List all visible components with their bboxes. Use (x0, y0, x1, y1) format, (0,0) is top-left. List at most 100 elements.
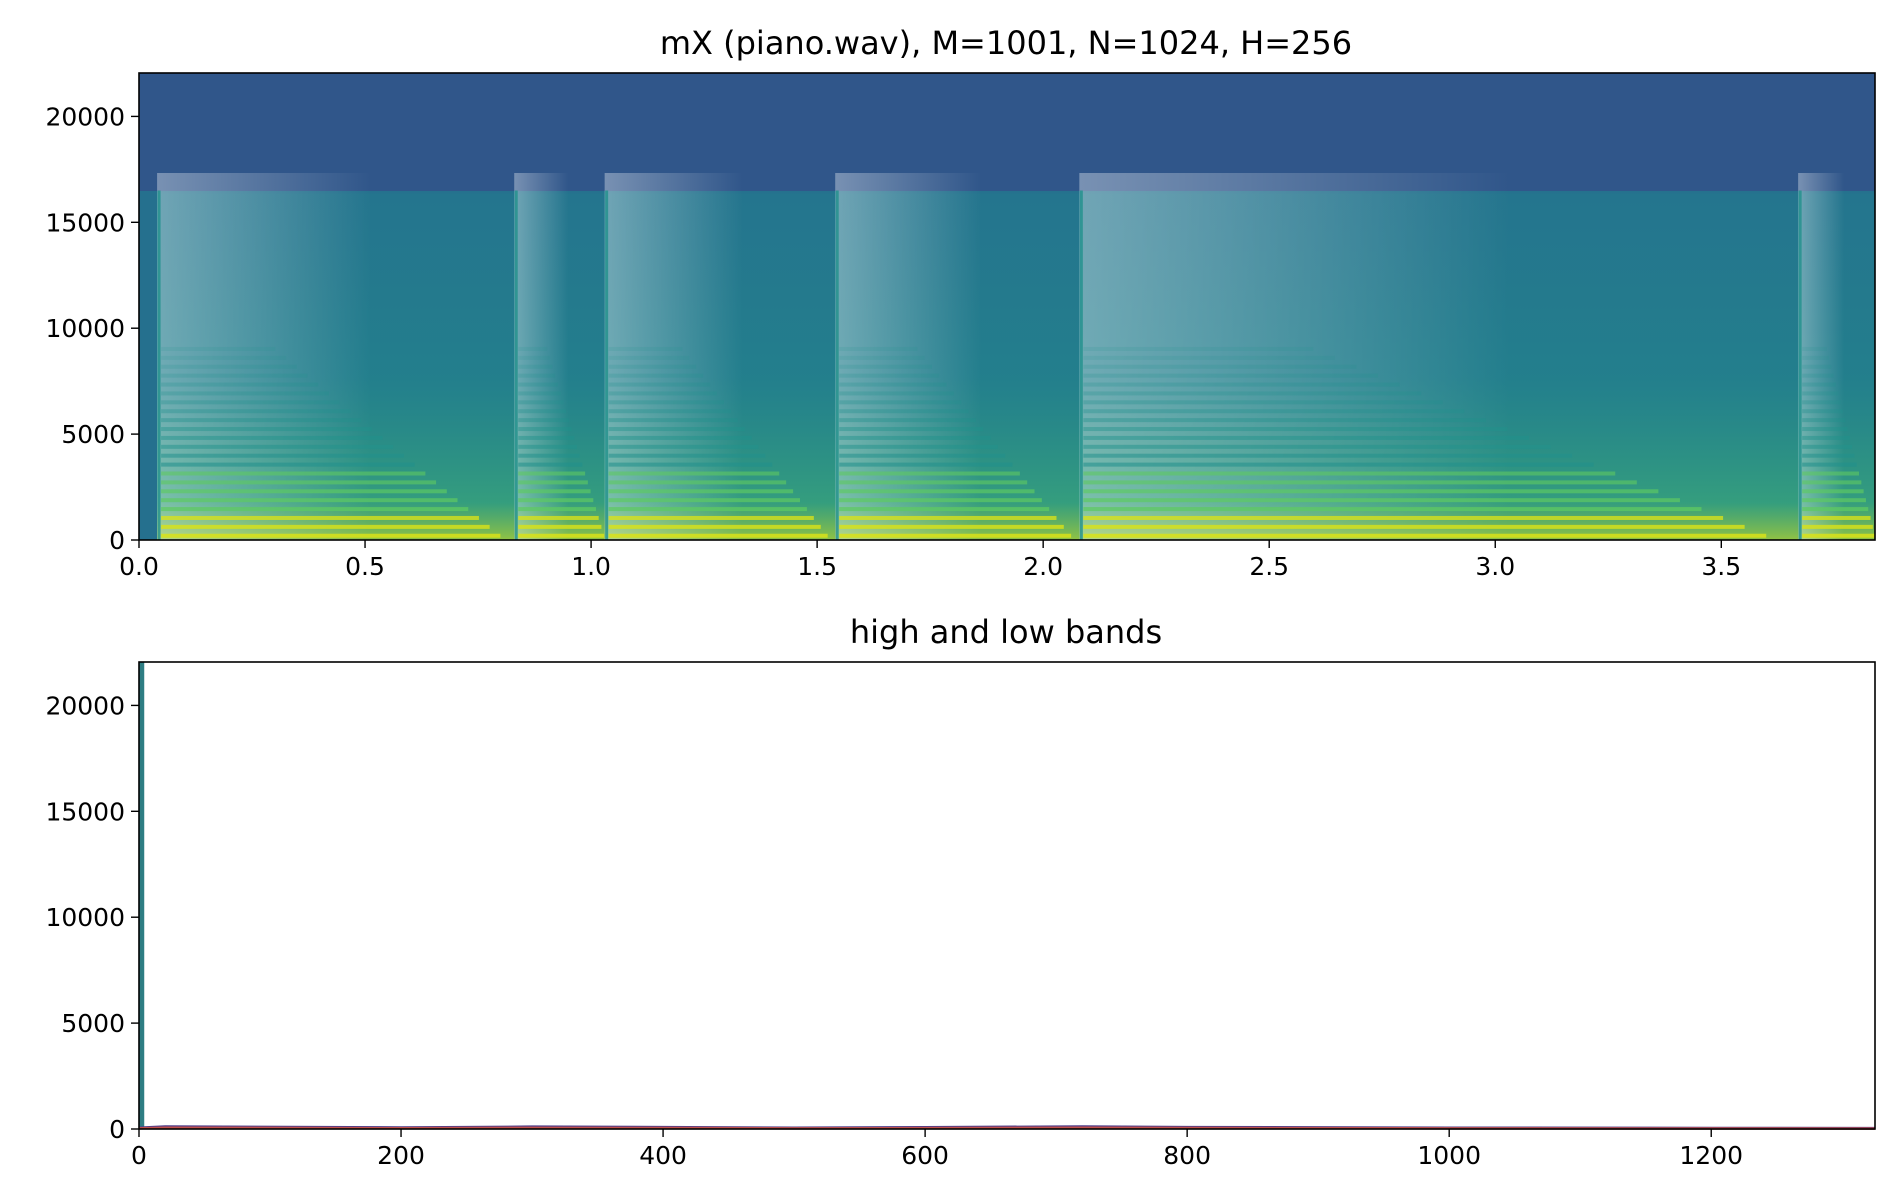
note-attack-region (604, 173, 743, 540)
harmonic-band (1083, 409, 1465, 414)
harmonic-band (608, 489, 794, 494)
spectrogram-y-tick-label: 15000 (45, 208, 125, 237)
harmonic-band (518, 400, 564, 405)
harmonic-band (1802, 444, 1853, 449)
harmonic-band (1083, 418, 1486, 423)
harmonic-band (608, 400, 724, 405)
spectrogram-frame (138, 72, 1876, 541)
harmonic-band (839, 427, 984, 432)
harmonic-band (1802, 515, 1871, 520)
harmonic-band (608, 373, 704, 378)
harmonic-band (1083, 515, 1724, 520)
harmonic-band (608, 435, 752, 440)
harmonic-band (1802, 453, 1855, 458)
harmonic-band (1802, 382, 1836, 387)
bands-y-tick-label: 15000 (45, 797, 125, 826)
harmonic-band (1083, 498, 1680, 503)
harmonic-band (161, 435, 383, 440)
harmonic-band (839, 400, 962, 405)
harmonic-band (518, 480, 588, 485)
harmonic-band (1802, 346, 1827, 351)
harmonic-band (839, 418, 976, 423)
harmonic-band (161, 498, 458, 503)
bands-y-tick-label: 0 (109, 1115, 125, 1144)
harmonic-band (608, 418, 738, 423)
harmonic-band (839, 346, 918, 351)
harmonic-band (839, 515, 1057, 520)
harmonic-band (1083, 373, 1379, 378)
harmonic-band (1083, 364, 1357, 369)
bands-y-tick-label: 20000 (45, 691, 125, 720)
harmonic-band (1802, 391, 1839, 396)
harmonic-band (608, 444, 759, 449)
harmonic-band (839, 524, 1064, 529)
harmonic-band (1802, 480, 1862, 485)
harmonic-band (1083, 427, 1508, 432)
bands-y-axis: 0 5000 10000 15000 20000 (45, 691, 139, 1144)
spectrogram-y-tick-label: 0 (109, 526, 125, 555)
harmonic-band (1083, 471, 1616, 476)
harmonic-band (1802, 355, 1830, 360)
harmonic-band (1083, 453, 1573, 458)
harmonic-band (608, 524, 821, 529)
harmonic-band (161, 346, 276, 351)
harmonic-band (518, 524, 602, 529)
harmonic-band (839, 355, 925, 360)
spectrogram-x-tick-label: 0.5 (345, 552, 385, 581)
harmonic-band (161, 391, 329, 396)
harmonic-band (161, 364, 297, 369)
harmonic-band (161, 400, 340, 405)
harmonic-band (608, 409, 731, 414)
bands-x-tick-label: 1200 (1679, 1141, 1743, 1170)
spectrogram-x-tick-label: 1.5 (797, 552, 837, 581)
harmonic-band (839, 435, 991, 440)
harmonic-band (1802, 471, 1860, 476)
harmonic-band (839, 462, 1013, 467)
harmonic-band (1083, 524, 1745, 529)
harmonic-band (608, 507, 807, 512)
bands-background (139, 662, 1875, 1129)
harmonic-band (608, 533, 828, 538)
harmonic-band (518, 444, 577, 449)
harmonic-band (518, 471, 586, 476)
harmonic-band (518, 427, 572, 432)
note-attack-region (157, 173, 372, 540)
spectrogram-x-axis: 0.0 0.5 1.0 1.5 2.0 2.5 3.0 3.5 (119, 540, 1741, 581)
harmonic-band (518, 498, 594, 503)
harmonic-band (161, 533, 501, 538)
harmonic-band (839, 364, 932, 369)
harmonic-band (839, 373, 940, 378)
harmonic-band (161, 409, 351, 414)
spectrogram-x-tick-label: 2.0 (1023, 552, 1063, 581)
harmonic-band (608, 462, 773, 467)
spectrogram-plot-area (138, 72, 1876, 541)
harmonic-band (518, 418, 569, 423)
harmonic-band (839, 533, 1072, 538)
harmonic-band (518, 462, 583, 467)
harmonic-band (518, 533, 605, 538)
harmonic-band (1802, 489, 1864, 494)
harmonic-band (161, 515, 479, 520)
harmonic-band (518, 391, 561, 396)
harmonic-band (518, 364, 553, 369)
harmonic-band (839, 382, 947, 387)
harmonic-band (1802, 364, 1832, 369)
harmonic-band (161, 355, 287, 360)
harmonic-band (1083, 400, 1443, 405)
harmonic-band (1083, 507, 1702, 512)
spectrogram-title: mX (piano.wav), M=1001, N=1024, H=256 (660, 24, 1352, 62)
harmonic-band (608, 498, 801, 503)
harmonic-band (1083, 355, 1335, 360)
harmonic-band (1802, 435, 1850, 440)
bands-x-tick-label: 600 (901, 1141, 949, 1170)
harmonic-band (518, 355, 550, 360)
harmonic-band (1802, 373, 1834, 378)
harmonic-band (518, 409, 567, 414)
spectrogram-y-tick-label: 5000 (61, 420, 125, 449)
spectrogram-y-tick-label: 20000 (45, 102, 125, 131)
harmonic-band (161, 471, 426, 476)
harmonic-band (1802, 409, 1843, 414)
note-attack-region (1798, 173, 1845, 540)
harmonic-band (518, 382, 559, 387)
